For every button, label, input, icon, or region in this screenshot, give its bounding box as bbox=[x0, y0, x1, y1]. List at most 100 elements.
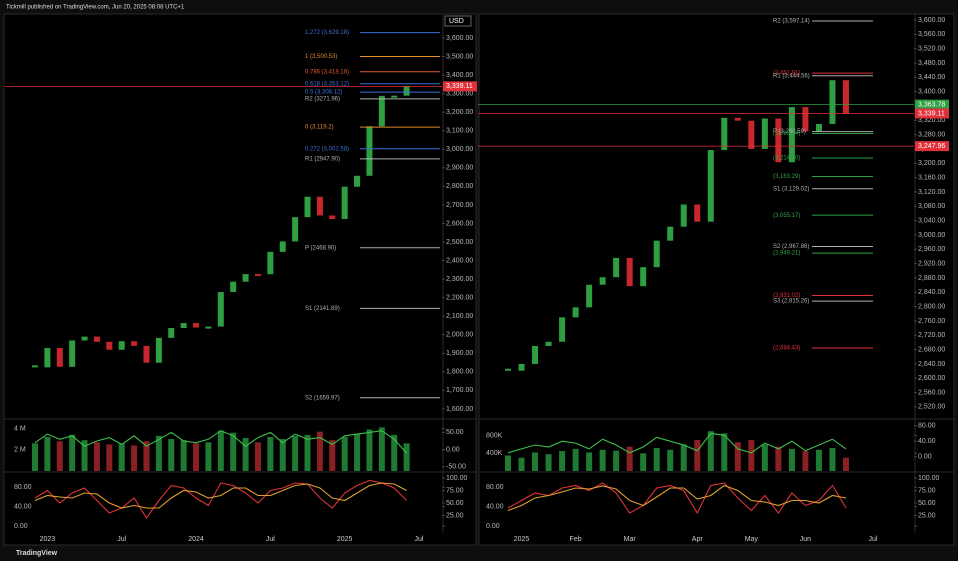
candle bbox=[667, 226, 674, 241]
volume-bar bbox=[842, 457, 849, 471]
candle bbox=[613, 257, 620, 278]
candle bbox=[403, 86, 410, 96]
volume-bar bbox=[168, 439, 175, 471]
price-tag-label: 3,363.78 bbox=[918, 101, 945, 108]
price-tag bbox=[915, 108, 949, 119]
candle bbox=[329, 215, 336, 220]
candle bbox=[572, 307, 579, 318]
series-line bbox=[507, 484, 847, 512]
tick-label: 1,700.00 bbox=[446, 387, 473, 394]
candle bbox=[775, 118, 782, 163]
tick-label: 25.00 bbox=[446, 512, 464, 519]
level-label: 0.272 (3,002.58) bbox=[305, 146, 349, 152]
tick-label: 2 M bbox=[14, 447, 26, 454]
candle bbox=[518, 363, 525, 371]
tick-label: 3,560.00 bbox=[918, 31, 945, 38]
volume-bar bbox=[626, 446, 633, 471]
tick-label: 2,900.00 bbox=[446, 165, 473, 172]
volume-bar bbox=[518, 457, 525, 471]
volume-bar bbox=[707, 431, 714, 471]
level-label: R1 (2947.90) bbox=[305, 157, 340, 163]
x-tick-label: 2025 bbox=[514, 536, 530, 543]
level-label: (3,214.70) bbox=[773, 156, 800, 162]
candle bbox=[545, 341, 552, 346]
candle bbox=[168, 328, 175, 338]
volume-bar bbox=[106, 444, 113, 471]
volume-bar bbox=[545, 454, 552, 471]
series-line bbox=[34, 482, 407, 509]
volume-bar bbox=[694, 440, 701, 471]
tick-label: 2,600.00 bbox=[918, 375, 945, 382]
tick-label: 80.00 bbox=[486, 484, 504, 491]
level-label: (3,163.29) bbox=[773, 174, 800, 180]
candle bbox=[205, 326, 212, 329]
tick-label: 3,400.00 bbox=[918, 89, 945, 96]
x-tick-label: May bbox=[745, 536, 759, 543]
candle bbox=[242, 274, 249, 282]
tick-label: 75.00 bbox=[446, 487, 464, 494]
candle bbox=[599, 277, 606, 285]
tick-label: 75.00 bbox=[918, 487, 936, 494]
candle bbox=[93, 336, 100, 342]
candle bbox=[802, 107, 809, 132]
tick-label: 2,500.00 bbox=[446, 239, 473, 246]
candle bbox=[304, 196, 311, 218]
tick-label: 0.00 bbox=[14, 523, 28, 530]
candle bbox=[267, 251, 274, 275]
tick-label: 2,000.00 bbox=[446, 332, 473, 339]
level-label: 1 (3,500.53) bbox=[305, 54, 337, 60]
level-label: R1 (3,444.56) bbox=[773, 73, 810, 79]
volume-bar bbox=[81, 440, 88, 471]
volume-bar bbox=[69, 434, 76, 471]
tick-label: 1,600.00 bbox=[446, 406, 473, 413]
tick-label: 2,100.00 bbox=[446, 313, 473, 320]
volume-bar bbox=[217, 430, 224, 471]
tick-label: 1,900.00 bbox=[446, 350, 473, 357]
volume-bar bbox=[56, 441, 63, 471]
candle bbox=[131, 341, 138, 346]
tick-label: 2,880.00 bbox=[918, 275, 945, 282]
volume-bar bbox=[193, 443, 200, 471]
tick-label: 3,100.00 bbox=[446, 128, 473, 135]
volume-bar bbox=[143, 441, 150, 471]
volume-bar bbox=[279, 439, 286, 471]
candle bbox=[815, 123, 822, 132]
tick-label: 50.00 bbox=[446, 429, 464, 436]
candle bbox=[230, 281, 237, 293]
x-tick-label: Mar bbox=[624, 536, 637, 543]
tick-label: 50.00 bbox=[446, 500, 464, 507]
candle bbox=[155, 337, 162, 363]
x-tick-label: Jun bbox=[800, 536, 811, 543]
candle bbox=[143, 345, 150, 363]
candle bbox=[378, 95, 385, 127]
tick-label: 2,560.00 bbox=[918, 389, 945, 396]
candle bbox=[829, 80, 836, 124]
tick-label: 100.00 bbox=[918, 475, 940, 482]
candle bbox=[279, 241, 286, 252]
currency-box bbox=[444, 15, 472, 27]
candle bbox=[69, 340, 76, 367]
volume-bar bbox=[802, 451, 809, 471]
candle bbox=[842, 80, 849, 114]
candle bbox=[721, 117, 728, 151]
volume-bar bbox=[254, 442, 261, 471]
tick-label: 40.00 bbox=[14, 503, 32, 510]
candle bbox=[56, 348, 63, 367]
tick-label: 3,480.00 bbox=[918, 60, 945, 67]
level-label: R2 (3,597.14) bbox=[773, 19, 810, 25]
candle bbox=[180, 323, 187, 329]
tick-label: 3,000.00 bbox=[446, 146, 473, 153]
candle bbox=[254, 274, 261, 277]
tick-label: 2,800.00 bbox=[446, 183, 473, 190]
tick-label: 3,440.00 bbox=[918, 74, 945, 81]
volume-bar bbox=[775, 446, 782, 471]
tick-label: 3,400.00 bbox=[446, 72, 473, 79]
level-label: (3,055.17) bbox=[773, 213, 800, 219]
candle bbox=[292, 217, 299, 242]
level-label: P (2468.90) bbox=[305, 245, 336, 251]
level-label: R2 (3271.96) bbox=[305, 96, 340, 102]
x-tick-label: Apr bbox=[692, 536, 704, 543]
volume-bar bbox=[599, 449, 606, 471]
volume-bar bbox=[734, 442, 741, 471]
